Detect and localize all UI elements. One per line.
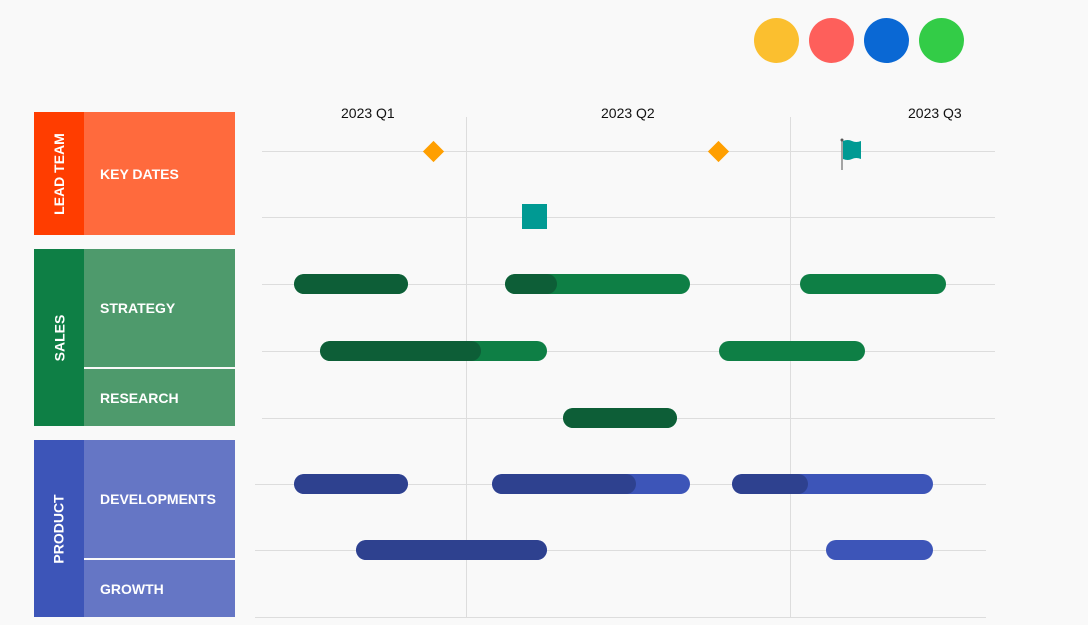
quarter-divider xyxy=(790,117,791,617)
quarter-divider xyxy=(466,117,467,617)
bottom-line xyxy=(255,617,986,618)
group-product: PRODUCT xyxy=(34,440,84,617)
task-progress xyxy=(294,474,408,494)
task-bar[interactable] xyxy=(320,341,547,361)
task-bar[interactable] xyxy=(731,474,933,494)
milestone-diamond-icon[interactable] xyxy=(422,140,445,162)
row-developments: DEVELOPMENTS xyxy=(84,440,235,558)
task-bar[interactable] xyxy=(718,341,865,361)
quarter-label: 2023 Q2 xyxy=(601,105,655,121)
legend-dot-blue xyxy=(864,18,909,63)
legend-dot-yellow xyxy=(754,18,799,63)
lane-line xyxy=(262,217,995,218)
row-key-dates: KEY DATES xyxy=(84,112,235,235)
task-bar[interactable] xyxy=(799,274,946,294)
group-label: PRODUCT xyxy=(51,493,68,564)
quarter-label: 2023 Q1 xyxy=(341,105,395,121)
lane-line xyxy=(255,550,986,551)
row-research: RESEARCH xyxy=(84,369,235,426)
quarter-label: 2023 Q3 xyxy=(908,105,962,121)
group-lead-team: LEAD TEAM xyxy=(34,112,84,235)
legend-dot-green xyxy=(919,18,964,63)
row-growth: GROWTH xyxy=(84,560,235,617)
task-progress xyxy=(320,341,482,361)
task-bar[interactable] xyxy=(563,408,677,428)
task-progress xyxy=(504,274,557,294)
task-progress xyxy=(294,274,408,294)
flag-icon[interactable] xyxy=(840,138,864,177)
task-bar[interactable] xyxy=(294,274,408,294)
group-label: LEAD TEAM xyxy=(51,132,68,215)
task-bar[interactable] xyxy=(355,540,547,560)
group-sales: SALES xyxy=(34,249,84,426)
milestone-diamond-icon[interactable] xyxy=(708,140,730,162)
task-bar[interactable] xyxy=(294,474,408,494)
row-strategy: STRATEGY xyxy=(84,249,235,367)
group-label: SALES xyxy=(51,314,67,361)
task-progress xyxy=(731,474,808,494)
task-bar[interactable] xyxy=(825,540,933,560)
task-progress xyxy=(355,540,547,560)
lane-line xyxy=(262,351,995,352)
task-bar[interactable] xyxy=(504,274,690,294)
lane-line xyxy=(262,151,995,152)
task-progress xyxy=(491,474,637,494)
task-progress xyxy=(563,408,677,428)
task-bar[interactable] xyxy=(491,474,690,494)
milestone-square-icon[interactable] xyxy=(522,204,548,229)
legend-dot-red xyxy=(809,18,854,63)
